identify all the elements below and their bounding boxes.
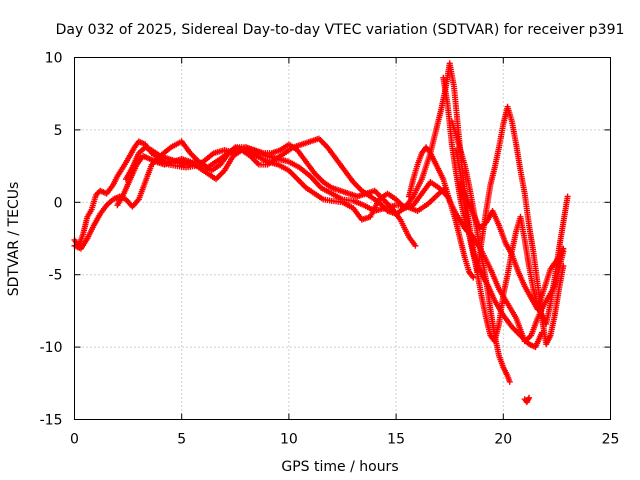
x-tick-label: 5 xyxy=(177,432,186,448)
plot-frame xyxy=(74,57,611,420)
x-axis-label: GPS time / hours xyxy=(281,459,398,475)
y-tick-label: 5 xyxy=(54,123,63,139)
y-axis-label: SDTVAR / TECUs xyxy=(6,182,22,297)
series-track-6 xyxy=(453,103,567,348)
series-track-8 xyxy=(457,181,567,313)
series-track-3 xyxy=(122,141,419,249)
data-point xyxy=(560,245,567,252)
x-tick-label: 25 xyxy=(602,432,620,448)
data-point xyxy=(560,263,567,270)
data-point xyxy=(470,274,477,281)
grid xyxy=(74,57,611,420)
series-track-9 xyxy=(405,144,477,281)
y-tick-label: 10 xyxy=(45,51,63,67)
axis-ticks xyxy=(74,57,611,420)
y-tick-label: 0 xyxy=(54,195,63,211)
series-track-10 xyxy=(521,394,533,406)
data-point xyxy=(526,394,533,401)
y-tick-label: -5 xyxy=(49,268,63,284)
y-tick-labels: -15 -10 -5 0 5 10 xyxy=(40,51,63,429)
x-tick-labels: 0 5 10 15 20 25 xyxy=(70,432,619,448)
data-point xyxy=(412,242,419,249)
y-tick-label: -10 xyxy=(40,340,63,356)
x-tick-label: 10 xyxy=(280,432,298,448)
series-track-4 xyxy=(114,60,545,351)
x-tick-label: 20 xyxy=(494,432,512,448)
x-tick-label: 15 xyxy=(387,432,405,448)
x-tick-label: 0 xyxy=(70,432,79,448)
y-tick-label: -15 xyxy=(40,413,63,429)
data-point xyxy=(506,378,513,385)
data-point xyxy=(564,193,571,200)
data-points xyxy=(71,60,571,406)
chart-title: Day 032 of 2025, Sidereal Day-to-day VTE… xyxy=(56,22,625,38)
